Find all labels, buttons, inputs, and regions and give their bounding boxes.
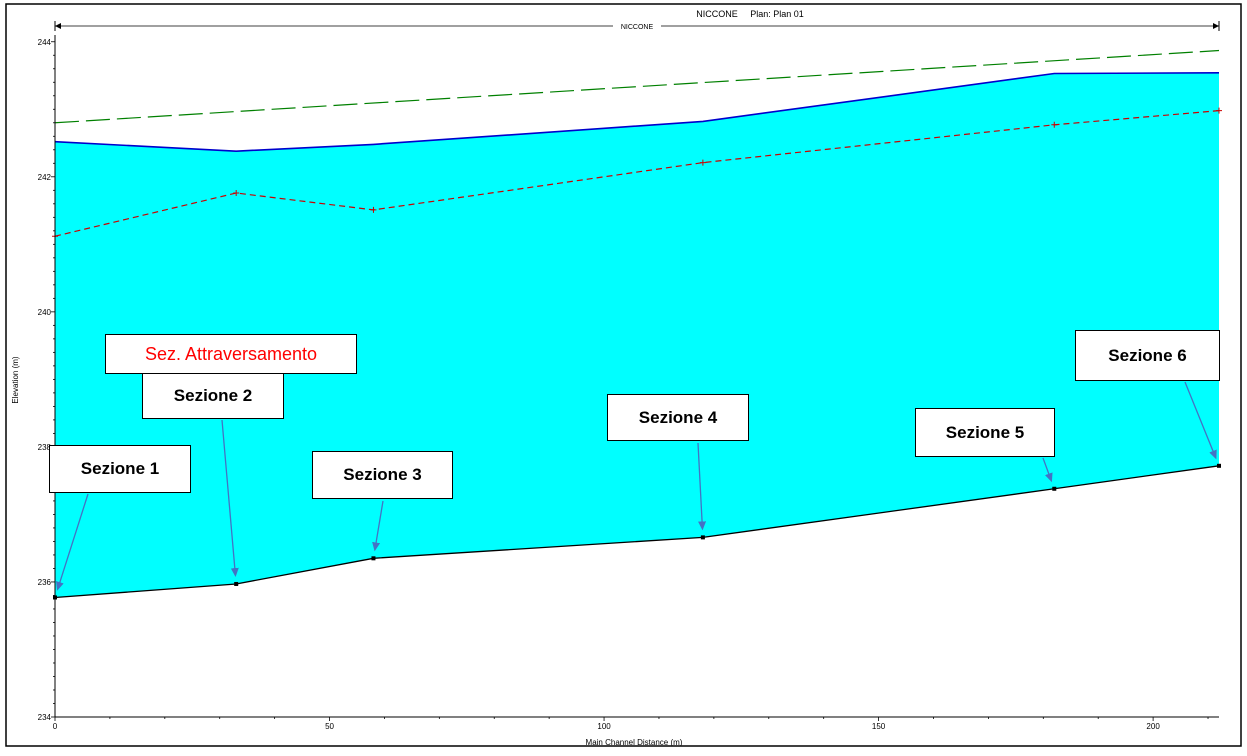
y-axis-label: Elevation (m) <box>11 356 20 403</box>
reach-end-arrow <box>1213 23 1219 29</box>
critical-depth-point-4 <box>699 159 706 166</box>
ground-line <box>54 465 1220 599</box>
x-tick-label-50: 50 <box>325 722 334 731</box>
arrow-sec5 <box>1042 457 1053 483</box>
critical-depth-point-2 <box>233 190 240 197</box>
y-tick-label-240: 240 <box>38 308 52 317</box>
callout-sezione-5: Sezione 5 <box>915 408 1055 457</box>
axes: 234 236 238 240 242 244 0 50 100 150 200 <box>38 35 1219 731</box>
outer-border <box>5 3 1242 747</box>
reach-bracket: NICCONE <box>54 21 1220 31</box>
x-tick-label-150: 150 <box>872 722 886 731</box>
arrow-sec3 <box>372 500 384 552</box>
chart-title: NICCONE Plan: Plan 01 <box>696 9 804 19</box>
callout-sezione-3: Sezione 3 <box>312 451 453 499</box>
critical-depth-point-3 <box>370 206 377 213</box>
plot-area <box>52 49 1222 600</box>
callout-sezione-6: Sezione 6 <box>1075 330 1220 381</box>
y-tick-label-244: 244 <box>38 38 52 47</box>
callout-arrows <box>56 381 1217 591</box>
y-tick-label-238: 238 <box>38 443 52 452</box>
critical-depth-line <box>54 110 1220 237</box>
ground-point-3 <box>371 556 376 561</box>
y-tick-label-242: 242 <box>38 173 52 182</box>
water-surface-line <box>54 72 1220 152</box>
callout-sezione-4: Sezione 4 <box>607 394 749 441</box>
x-tick-label-0: 0 <box>53 722 58 731</box>
arrow-sec2 <box>221 419 239 578</box>
reach-start-arrow <box>55 23 61 29</box>
critical-depth-point-5 <box>1051 121 1058 128</box>
ground-point-6 <box>1217 463 1221 468</box>
ground-point-2 <box>234 581 239 586</box>
arrow-sec1 <box>56 493 89 591</box>
reach-label: NICCONE <box>621 24 654 31</box>
y-tick-label-234: 234 <box>38 713 52 722</box>
arrow-sec4 <box>697 442 707 531</box>
ground-point-4 <box>700 535 705 540</box>
ground-point-5 <box>1052 486 1057 491</box>
x-tick-label-100: 100 <box>597 722 611 731</box>
callout-sez-attraversamento: Sez. Attraversamento <box>105 334 357 374</box>
reach-label-bg <box>613 21 661 31</box>
arrow-sec6 <box>1184 381 1217 460</box>
x-tick-label-200: 200 <box>1146 722 1160 731</box>
callout-sezione-2: Sezione 2 <box>142 372 284 419</box>
critical-depth-point-6 <box>1216 107 1222 114</box>
y-tick-label-236: 236 <box>38 578 52 587</box>
x-axis-label: Main Channel Distance (m) <box>586 738 683 747</box>
callout-sezione-1: Sezione 1 <box>49 445 191 493</box>
energy-grade-line <box>54 49 1220 124</box>
